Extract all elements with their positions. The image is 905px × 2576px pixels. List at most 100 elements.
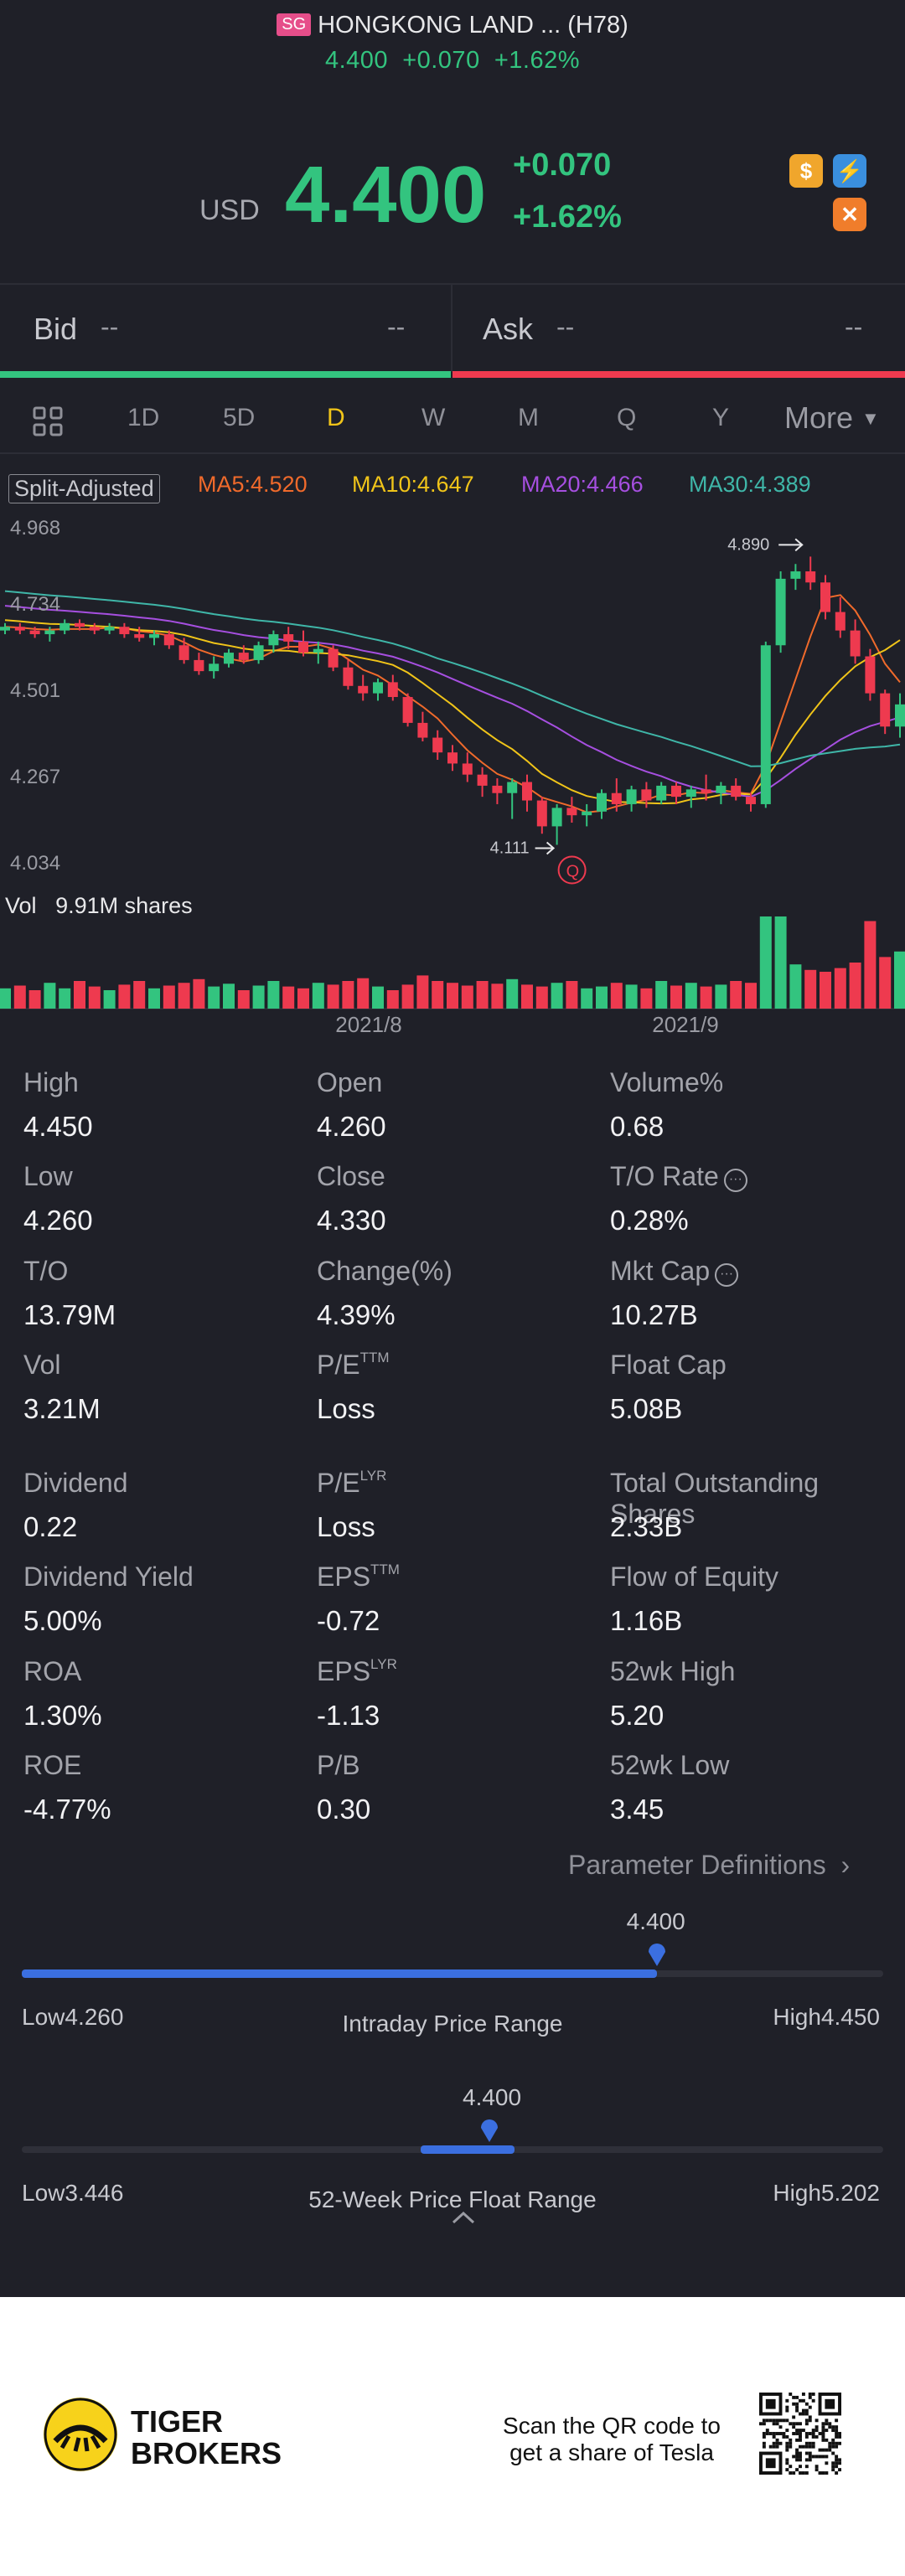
tab-more[interactable]: More ▼ xyxy=(784,400,880,436)
candle-body xyxy=(163,634,174,646)
divider xyxy=(0,452,905,454)
candle-body xyxy=(298,641,308,653)
y-tick-label: 4.734 xyxy=(10,593,60,616)
tiger-logo-icon xyxy=(44,2398,117,2471)
collapse-chevron-icon[interactable] xyxy=(451,2203,476,2232)
volume-bar xyxy=(789,964,802,1009)
stat-value: -0.72 xyxy=(317,1605,380,1636)
layout-grid-icon[interactable] xyxy=(32,405,64,441)
week52-range-fill xyxy=(421,2145,515,2154)
volume-bar xyxy=(148,988,160,1009)
volume-bar xyxy=(416,975,429,1009)
candle-body xyxy=(209,663,220,672)
volume-bar xyxy=(103,990,116,1009)
tab-5d[interactable]: 5D xyxy=(223,404,256,431)
volume-bar xyxy=(59,988,71,1009)
volume-bar xyxy=(894,951,905,1009)
stat-value: -4.77% xyxy=(23,1794,111,1825)
candle-body xyxy=(194,659,204,672)
q-marker-letter: Q xyxy=(566,862,580,880)
tab-year[interactable]: Y xyxy=(712,404,730,431)
volume-bar xyxy=(237,990,250,1009)
q-marker-icon xyxy=(557,855,587,885)
candle-body xyxy=(865,656,876,694)
intraday-marker-icon xyxy=(647,1940,667,1971)
header-change: +0.070 xyxy=(402,47,480,74)
candle-body xyxy=(119,627,130,635)
scan-line-1: Scan the QR code to xyxy=(503,2413,721,2439)
candle-body xyxy=(566,808,577,816)
candle-body xyxy=(671,785,681,798)
candle-body xyxy=(820,582,830,612)
stat-label: T/O xyxy=(23,1256,69,1286)
stat-value: 0.22 xyxy=(23,1511,78,1542)
stat-value: -1.13 xyxy=(317,1700,380,1731)
lightning-icon[interactable]: ⚡ xyxy=(833,154,866,188)
ask-strength-bar xyxy=(452,371,905,378)
brand-line-1: TIGER xyxy=(131,2404,224,2439)
divider xyxy=(451,285,452,372)
stat-label: Change(%) xyxy=(317,1256,452,1286)
volume-bar xyxy=(834,968,846,1009)
parameter-definitions-link[interactable]: Parameter Definitions › xyxy=(568,1850,850,1881)
candle-body xyxy=(432,737,443,753)
candle-body xyxy=(313,648,323,653)
chevron-right-icon: › xyxy=(840,1850,851,1880)
volume-bar xyxy=(700,986,712,1009)
stock-title: SG HONGKONG LAND ... (H78) xyxy=(0,12,905,39)
stat-label: Low xyxy=(23,1161,73,1191)
candle-body xyxy=(641,789,652,801)
tab-month[interactable]: M xyxy=(518,404,539,431)
candle-body xyxy=(775,578,786,646)
tab-week[interactable]: W xyxy=(421,404,446,431)
candle-body xyxy=(597,792,607,812)
stat-label: Dividend xyxy=(23,1468,128,1498)
stat-value: Loss xyxy=(317,1511,375,1542)
candle-body xyxy=(760,645,771,804)
tab-1d[interactable]: 1D xyxy=(127,404,160,431)
stat-label: P/ELYR xyxy=(317,1468,387,1498)
stat-value: 3.45 xyxy=(610,1794,665,1825)
candle-body xyxy=(89,627,100,631)
volume-bar xyxy=(0,988,11,1009)
candle-body xyxy=(253,645,264,660)
volume-bar xyxy=(342,981,354,1009)
y-tick-label: 4.501 xyxy=(10,679,60,702)
qr-code[interactable] xyxy=(759,2393,841,2475)
info-icon[interactable]: ··· xyxy=(723,1169,747,1192)
tab-day[interactable]: D xyxy=(327,404,345,431)
intraday-title: Intraday Price Range xyxy=(342,2011,563,2037)
min-price-label: 4.111 xyxy=(490,839,530,857)
candle-body xyxy=(343,667,354,686)
candle-body xyxy=(402,697,413,723)
candle-body xyxy=(104,627,115,631)
candle-body xyxy=(835,612,846,631)
y-tick-label: 4.267 xyxy=(10,766,60,788)
ma10-value: MA10:4.647 xyxy=(352,472,474,497)
dollar-icon[interactable]: $ xyxy=(789,154,823,188)
candlestick-chart[interactable]: 4.968 4.734 4.501 4.267 4.034 4.890 4.111 Q 2021… xyxy=(0,503,905,1039)
volume-bar xyxy=(491,983,504,1009)
bid-strength-bar xyxy=(0,371,451,378)
candle-body xyxy=(75,622,85,627)
info-icon[interactable]: ··· xyxy=(715,1263,739,1287)
volume-bar xyxy=(74,981,85,1009)
arrow-right-icon xyxy=(535,841,556,855)
tab-quarter[interactable]: Q xyxy=(617,404,637,431)
volume-bar xyxy=(88,986,101,1009)
stat-value: 4.39% xyxy=(317,1299,396,1330)
split-adjusted-toggle[interactable]: Split-Adjusted xyxy=(8,474,160,503)
ask-label: Ask xyxy=(483,312,534,346)
candle-body xyxy=(611,792,622,804)
candle-body xyxy=(536,800,547,827)
options-icon[interactable]: ✕ xyxy=(833,198,866,231)
candle-body xyxy=(716,785,727,793)
candle-body xyxy=(134,634,145,638)
stat-value: 0.28% xyxy=(610,1205,689,1236)
stat-label: EPSTTM xyxy=(317,1562,400,1592)
candle-body xyxy=(701,789,711,793)
volume-bar xyxy=(252,985,265,1009)
candle-body xyxy=(507,782,518,793)
ma30-value: MA30:4.389 xyxy=(689,472,811,497)
scan-prompt: Scan the QR code to get a share of Tesla xyxy=(486,2413,737,2466)
